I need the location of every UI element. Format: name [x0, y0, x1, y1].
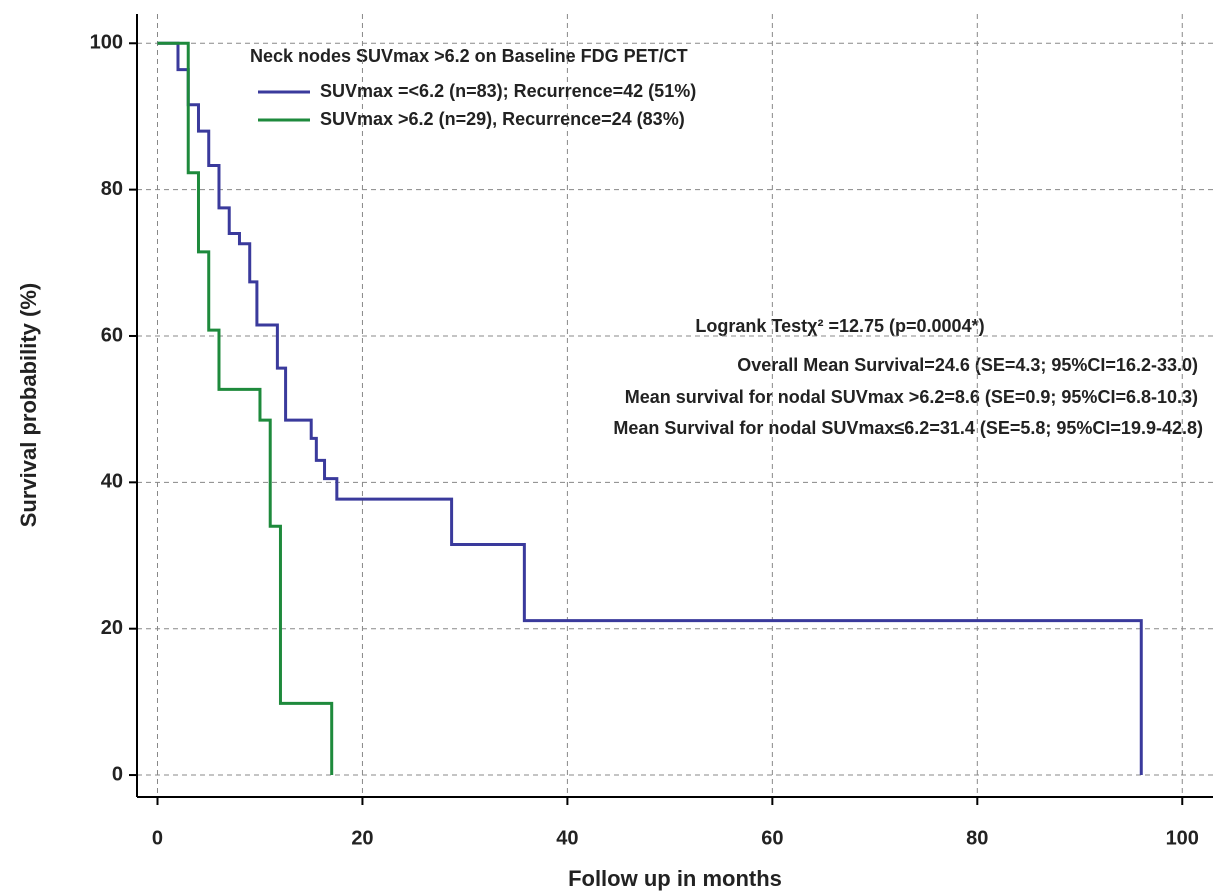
y-tick-label: 80 [101, 178, 123, 200]
annotation: Mean survival for nodal SUVmax >6.2=8.6 … [625, 387, 1198, 407]
x-tick-label: 0 [152, 827, 163, 849]
x-tick-label: 80 [966, 827, 988, 849]
legend-label: SUVmax >6.2 (n=29), Recurrence=24 (83%) [320, 109, 685, 129]
x-tick-label: 100 [1166, 827, 1199, 849]
y-tick-label: 60 [101, 324, 123, 346]
annotation: Mean Survival for nodal SUVmax≤6.2=31.4 … [613, 418, 1203, 438]
x-tick-label: 40 [556, 827, 578, 849]
x-axis-label: Follow up in months [568, 866, 782, 891]
y-tick-label: 40 [101, 471, 123, 493]
x-tick-label: 60 [761, 827, 783, 849]
survival-curve [157, 41, 334, 776]
y-tick-label: 0 [112, 763, 123, 785]
legend-title: Neck nodes SUVmax >6.2 on Baseline FDG P… [250, 46, 688, 66]
y-axis-label: Survival probability (%) [16, 283, 41, 528]
annotation: Overall Mean Survival=24.6 (SE=4.3; 95%C… [737, 355, 1198, 375]
survival-curve [157, 41, 1143, 776]
legend-label: SUVmax =<6.2 (n=83); Recurrence=42 (51%) [320, 81, 696, 101]
y-tick-label: 100 [90, 32, 123, 54]
x-tick-label: 20 [351, 827, 373, 849]
annotation: Logrank Testχ² =12.75 (p=0.0004*) [695, 316, 984, 336]
y-tick-label: 20 [101, 617, 123, 639]
